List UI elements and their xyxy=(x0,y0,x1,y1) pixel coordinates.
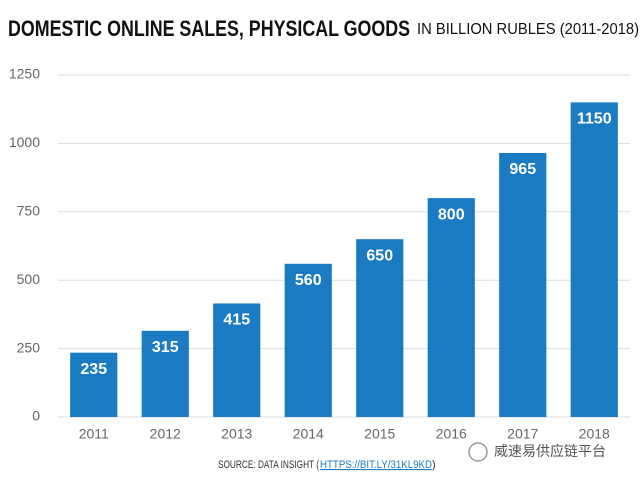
bar xyxy=(213,303,261,417)
bar xyxy=(427,198,475,417)
x-tick-label: 2018 xyxy=(579,426,610,442)
x-tick-label: 2015 xyxy=(364,426,395,442)
source: SOURCE: DATA INSIGHT ( HTTPS://BIT.LY/31… xyxy=(218,459,436,471)
source-prefix: SOURCE: DATA INSIGHT ( xyxy=(218,459,319,471)
chart-subtitle: IN BILLION RUBLES (2011-2018) xyxy=(417,21,639,38)
bar xyxy=(70,352,118,417)
source-suffix: ) xyxy=(432,459,436,471)
bar xyxy=(141,330,189,417)
chart-title: DOMESTIC ONLINE SALES, PHYSICAL GOODS xyxy=(8,16,410,41)
value-label: 560 xyxy=(295,272,322,289)
x-tick-label: 2016 xyxy=(436,426,467,442)
bar xyxy=(570,102,618,418)
y-tick-label: 0 xyxy=(32,408,40,424)
bar xyxy=(284,263,332,417)
bar xyxy=(356,239,404,417)
value-label: 650 xyxy=(366,247,393,264)
y-tick-label: 500 xyxy=(17,271,41,287)
value-label: 235 xyxy=(80,361,107,378)
watermark-icon xyxy=(468,442,488,462)
value-label: 965 xyxy=(509,161,536,178)
y-tick-label: 1000 xyxy=(9,134,40,150)
x-tick-label: 2012 xyxy=(150,426,181,442)
x-tick-label: 2014 xyxy=(293,426,324,442)
source-link[interactable]: HTTPS://BIT.LY/31KL9KD xyxy=(320,459,432,471)
value-label: 415 xyxy=(223,312,250,329)
x-tick-label: 2013 xyxy=(221,426,252,442)
watermark: 威速易供应链平台 xyxy=(494,443,606,460)
x-tick-label: 2011 xyxy=(79,426,109,442)
bar xyxy=(499,152,547,417)
value-label: 800 xyxy=(438,206,465,223)
y-tick-label: 750 xyxy=(17,203,41,219)
y-tick-label: 1250 xyxy=(9,66,40,82)
value-label: 1150 xyxy=(577,111,612,128)
x-tick-label: 2017 xyxy=(507,426,538,442)
watermark-group: 威速易供应链平台 xyxy=(468,442,606,462)
y-tick-label: 250 xyxy=(17,339,41,355)
value-label: 315 xyxy=(152,339,179,356)
chart-heading: DOMESTIC ONLINE SALES, PHYSICAL GOODS IN… xyxy=(8,16,639,41)
